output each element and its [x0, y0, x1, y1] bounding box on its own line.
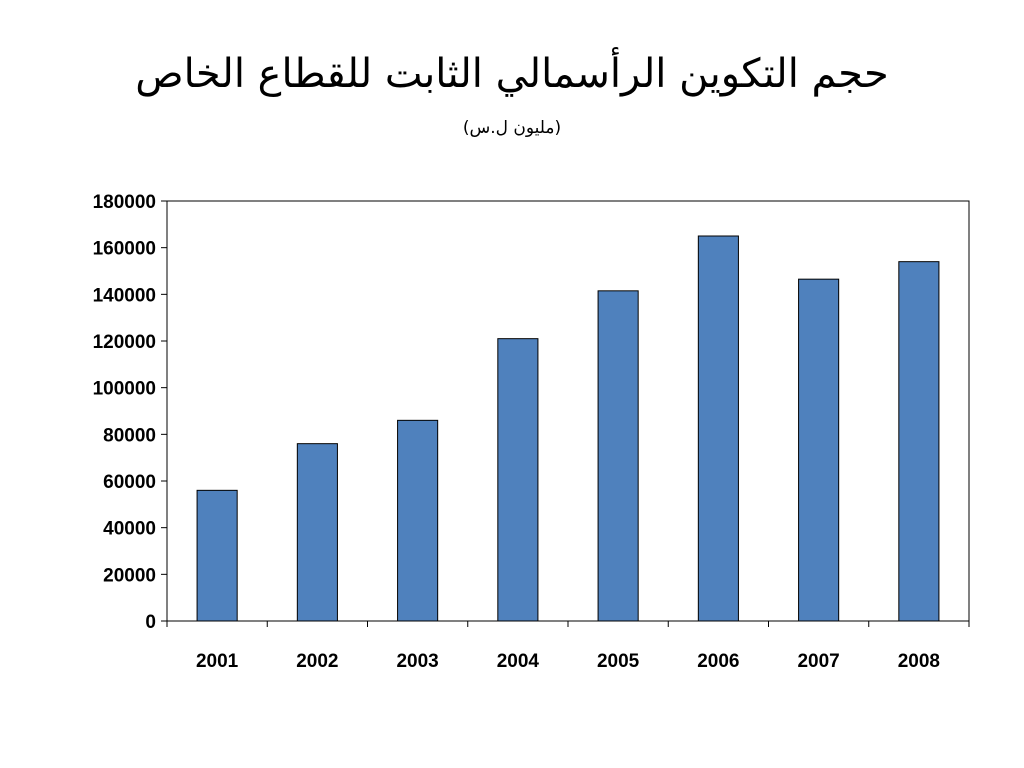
bar-2006 [697, 235, 739, 622]
x-axis: 2001 2002 2003 2004 2005 2006 2007 2008 [166, 620, 970, 672]
y-tick-label: 140000 [93, 285, 156, 306]
x-tick-label: 2001 [196, 651, 239, 672]
bar-2004 [497, 338, 539, 622]
chart-title: حجم التكوين الرأسمالي الثابت للقطاع الخا… [135, 51, 889, 97]
y-tick-label: 20000 [103, 565, 156, 586]
bar-2008 [898, 261, 940, 622]
y-axis: 0 20000 40000 60000 80000 100000 120000 140000 1… [93, 192, 168, 633]
x-tick-label: 2006 [697, 651, 739, 672]
y-tick-label: 100000 [93, 379, 156, 400]
bar-2002 [296, 443, 338, 622]
y-tick-label: 120000 [93, 332, 156, 353]
x-tick-label: 2004 [497, 651, 540, 672]
bar-2005 [597, 290, 639, 622]
bar-series [196, 235, 940, 622]
bar-2007 [798, 278, 840, 622]
chart-subtitle: (مليون ل.س) [462, 118, 562, 138]
y-tick-label: 0 [145, 612, 156, 633]
x-tick-label: 2005 [597, 651, 640, 672]
y-tick-label: 40000 [103, 519, 156, 540]
x-tick-label: 2002 [296, 651, 338, 672]
y-tick-label: 160000 [93, 239, 156, 260]
y-tick-label: 180000 [93, 192, 156, 213]
x-tick-label: 2007 [797, 651, 839, 672]
bar-2003 [397, 419, 439, 622]
y-tick-label: 60000 [103, 472, 156, 493]
bar-2001 [196, 489, 238, 622]
y-tick-label: 80000 [103, 425, 156, 446]
plot-area-frame [166, 200, 970, 622]
x-tick-label: 2008 [898, 651, 940, 672]
x-tick-label: 2003 [396, 651, 438, 672]
